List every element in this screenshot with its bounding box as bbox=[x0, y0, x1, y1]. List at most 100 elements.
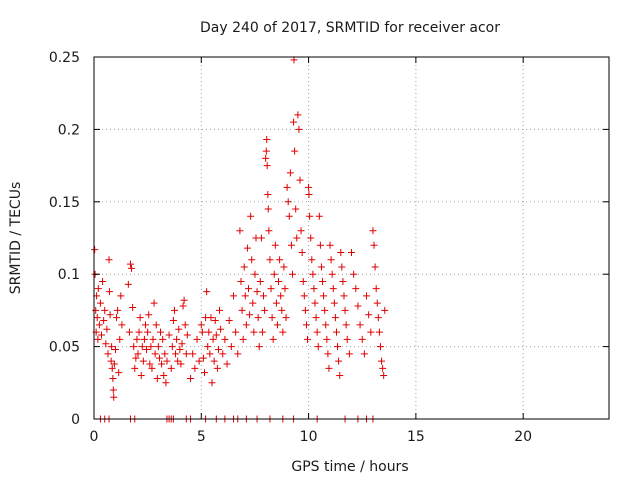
data-point bbox=[262, 147, 270, 155]
data-point bbox=[139, 357, 147, 365]
data-point bbox=[208, 379, 216, 387]
data-point bbox=[337, 248, 345, 256]
data-point bbox=[365, 311, 373, 319]
data-point bbox=[178, 340, 186, 348]
data-point bbox=[96, 299, 104, 307]
data-point bbox=[109, 386, 117, 394]
data-point bbox=[151, 350, 159, 358]
data-point bbox=[319, 277, 327, 285]
data-point bbox=[360, 350, 368, 358]
data-point bbox=[278, 306, 286, 314]
data-point bbox=[173, 335, 181, 343]
data-point bbox=[115, 369, 123, 377]
data-point bbox=[137, 372, 145, 380]
data-point bbox=[276, 256, 284, 264]
data-point bbox=[334, 343, 342, 351]
data-point bbox=[287, 241, 295, 249]
data-point bbox=[336, 372, 344, 380]
data-point bbox=[170, 306, 178, 314]
data-point bbox=[130, 343, 138, 351]
data-point bbox=[116, 335, 124, 343]
y-tick-label: 0.25 bbox=[49, 50, 80, 66]
data-point bbox=[369, 227, 377, 235]
data-point bbox=[204, 343, 212, 351]
x-tick-label: 5 bbox=[197, 429, 206, 445]
data-point bbox=[211, 317, 219, 325]
data-point bbox=[327, 256, 335, 264]
data-point bbox=[262, 154, 270, 162]
plot-frame bbox=[93, 56, 610, 420]
data-point bbox=[210, 357, 218, 365]
data-point bbox=[248, 256, 256, 264]
data-point bbox=[254, 314, 262, 322]
data-point bbox=[153, 374, 161, 382]
data-point bbox=[154, 343, 162, 351]
data-point bbox=[374, 314, 382, 322]
data-point bbox=[146, 360, 154, 368]
data-point bbox=[92, 306, 100, 314]
data-points bbox=[91, 56, 389, 423]
data-point bbox=[317, 263, 325, 271]
x-tick-label: 15 bbox=[407, 429, 425, 445]
data-point bbox=[144, 328, 152, 336]
data-point bbox=[247, 212, 255, 220]
data-point bbox=[107, 357, 115, 365]
data-point bbox=[330, 299, 338, 307]
data-point bbox=[162, 379, 170, 387]
data-point bbox=[378, 357, 386, 365]
data-point bbox=[181, 321, 189, 329]
data-point bbox=[149, 335, 157, 343]
data-point bbox=[182, 350, 190, 358]
data-point bbox=[341, 306, 349, 314]
data-point bbox=[297, 227, 305, 235]
data-point bbox=[310, 285, 318, 293]
data-point bbox=[109, 374, 117, 382]
data-point bbox=[322, 321, 330, 329]
data-point bbox=[118, 321, 126, 329]
data-point bbox=[265, 227, 273, 235]
data-point bbox=[213, 364, 221, 372]
data-point bbox=[227, 343, 235, 351]
data-point bbox=[291, 147, 299, 155]
data-point bbox=[286, 169, 294, 177]
data-point bbox=[94, 285, 102, 293]
data-point bbox=[290, 118, 298, 126]
data-point bbox=[260, 292, 268, 300]
data-point bbox=[304, 335, 312, 343]
data-point bbox=[363, 292, 371, 300]
data-point bbox=[206, 350, 214, 358]
y-tick-label: 0.2 bbox=[58, 122, 80, 138]
data-point bbox=[242, 321, 250, 329]
data-point bbox=[132, 354, 140, 362]
data-point bbox=[99, 277, 107, 285]
data-point bbox=[142, 321, 149, 329]
data-point bbox=[95, 321, 103, 329]
data-point bbox=[133, 335, 141, 343]
data-point bbox=[155, 354, 163, 362]
data-point bbox=[93, 314, 101, 322]
data-point bbox=[195, 357, 203, 365]
data-point bbox=[241, 292, 249, 300]
x-axis-tick-labels: 0 5 10 15 20 bbox=[90, 429, 533, 445]
data-point bbox=[229, 292, 237, 300]
data-point bbox=[221, 335, 229, 343]
data-point bbox=[354, 302, 362, 310]
data-point bbox=[267, 285, 275, 293]
data-point bbox=[140, 335, 148, 343]
data-point bbox=[237, 277, 245, 285]
data-point bbox=[143, 345, 151, 353]
data-point bbox=[257, 234, 265, 242]
data-point bbox=[199, 354, 207, 362]
data-point bbox=[150, 299, 158, 307]
data-point bbox=[214, 345, 222, 353]
data-point bbox=[187, 374, 195, 382]
data-point bbox=[91, 246, 99, 254]
data-point bbox=[245, 285, 252, 293]
data-point bbox=[239, 335, 247, 343]
data-point bbox=[136, 314, 144, 322]
data-point bbox=[372, 285, 380, 293]
data-point bbox=[111, 345, 119, 353]
data-point bbox=[104, 350, 112, 358]
data-point bbox=[338, 263, 346, 271]
